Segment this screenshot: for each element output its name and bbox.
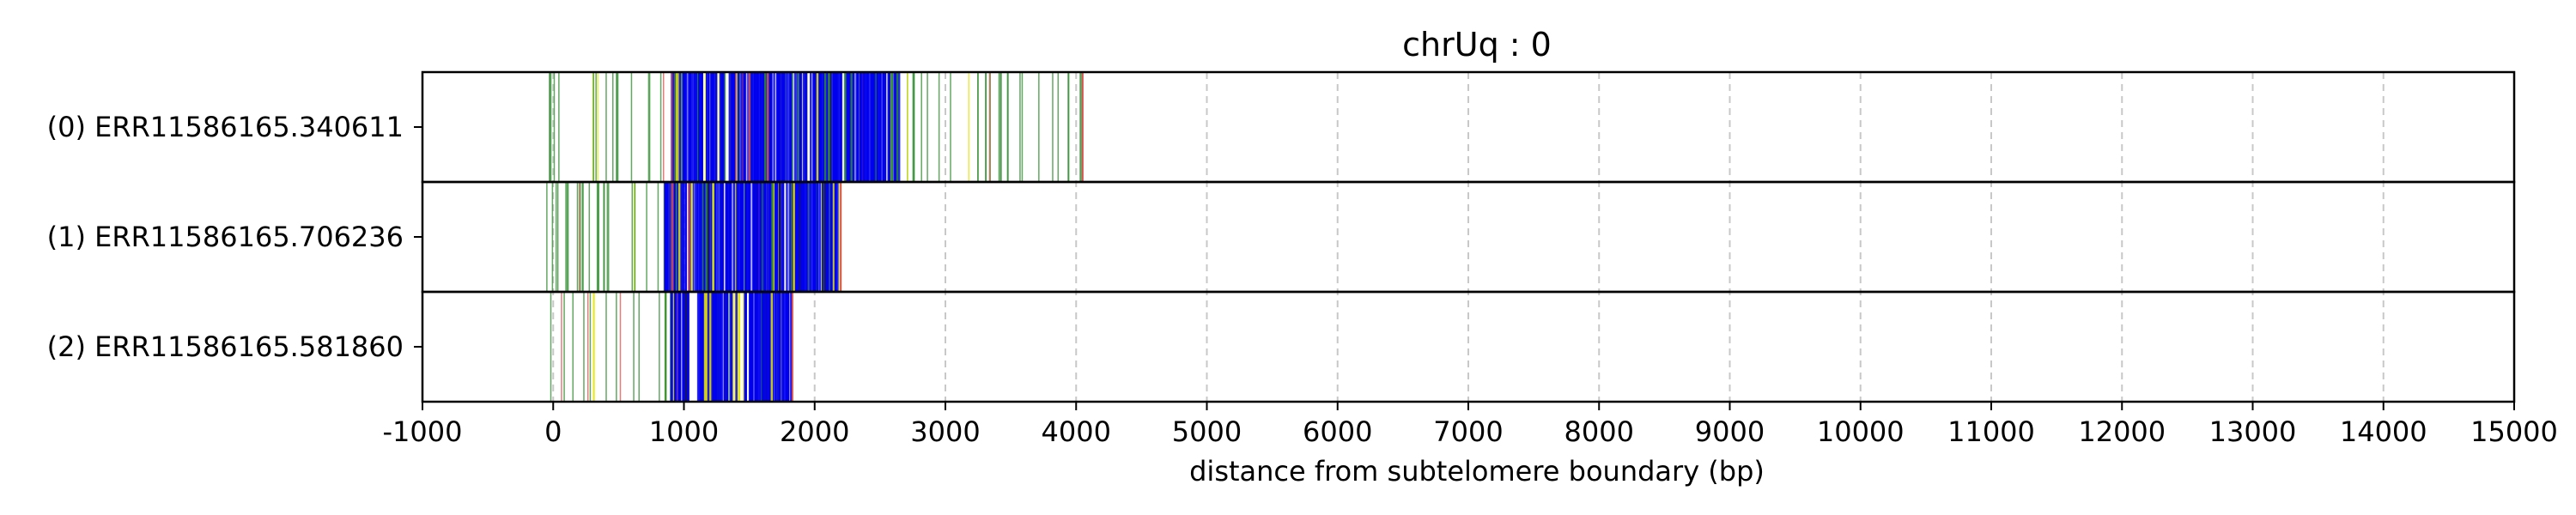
x-tick-label: 3000 — [910, 415, 980, 448]
x-tick-label: 9000 — [1695, 415, 1765, 448]
read-label: (0) ERR11586165.340611 — [47, 111, 404, 143]
x-tick-label: 10000 — [1817, 415, 1905, 448]
x-tick-label: 15000 — [2470, 415, 2558, 448]
x-tick-label: 8000 — [1564, 415, 1634, 448]
x-tick-label: 6000 — [1303, 415, 1372, 448]
read-label: (2) ERR11586165.581860 — [47, 330, 404, 363]
x-axis-label: distance from subtelomere boundary (bp) — [1189, 455, 1765, 488]
x-tick-label: 13000 — [2209, 415, 2297, 448]
x-tick-label: 14000 — [2340, 415, 2427, 448]
read-labels: (0) ERR11586165.340611 (1) ERR11586165.70… — [47, 111, 422, 363]
x-tick-label: 4000 — [1042, 415, 1111, 448]
x-tick-label: 11000 — [1947, 415, 2035, 448]
x-tick-label: 5000 — [1172, 415, 1242, 448]
x-tick-label: 1000 — [649, 415, 719, 448]
read-label: (1) ERR11586165.706236 — [47, 221, 404, 253]
x-tick-label: 2000 — [780, 415, 849, 448]
read-marks — [546, 72, 1084, 402]
read-track-0 — [549, 72, 1084, 182]
read-track-1 — [546, 182, 842, 292]
x-tick-label: 0 — [544, 415, 562, 448]
chart-title: chrUq : 0 — [1402, 26, 1552, 64]
x-tick-label: 12000 — [2078, 415, 2166, 448]
x-tick-label: 7000 — [1433, 415, 1503, 448]
read-track-2 — [550, 292, 793, 402]
x-tick-label: -1000 — [383, 415, 463, 448]
x-axis: -1000 0 1000 2000 3000 4000 5000 6000 7000 8000 90… — [383, 402, 2558, 448]
